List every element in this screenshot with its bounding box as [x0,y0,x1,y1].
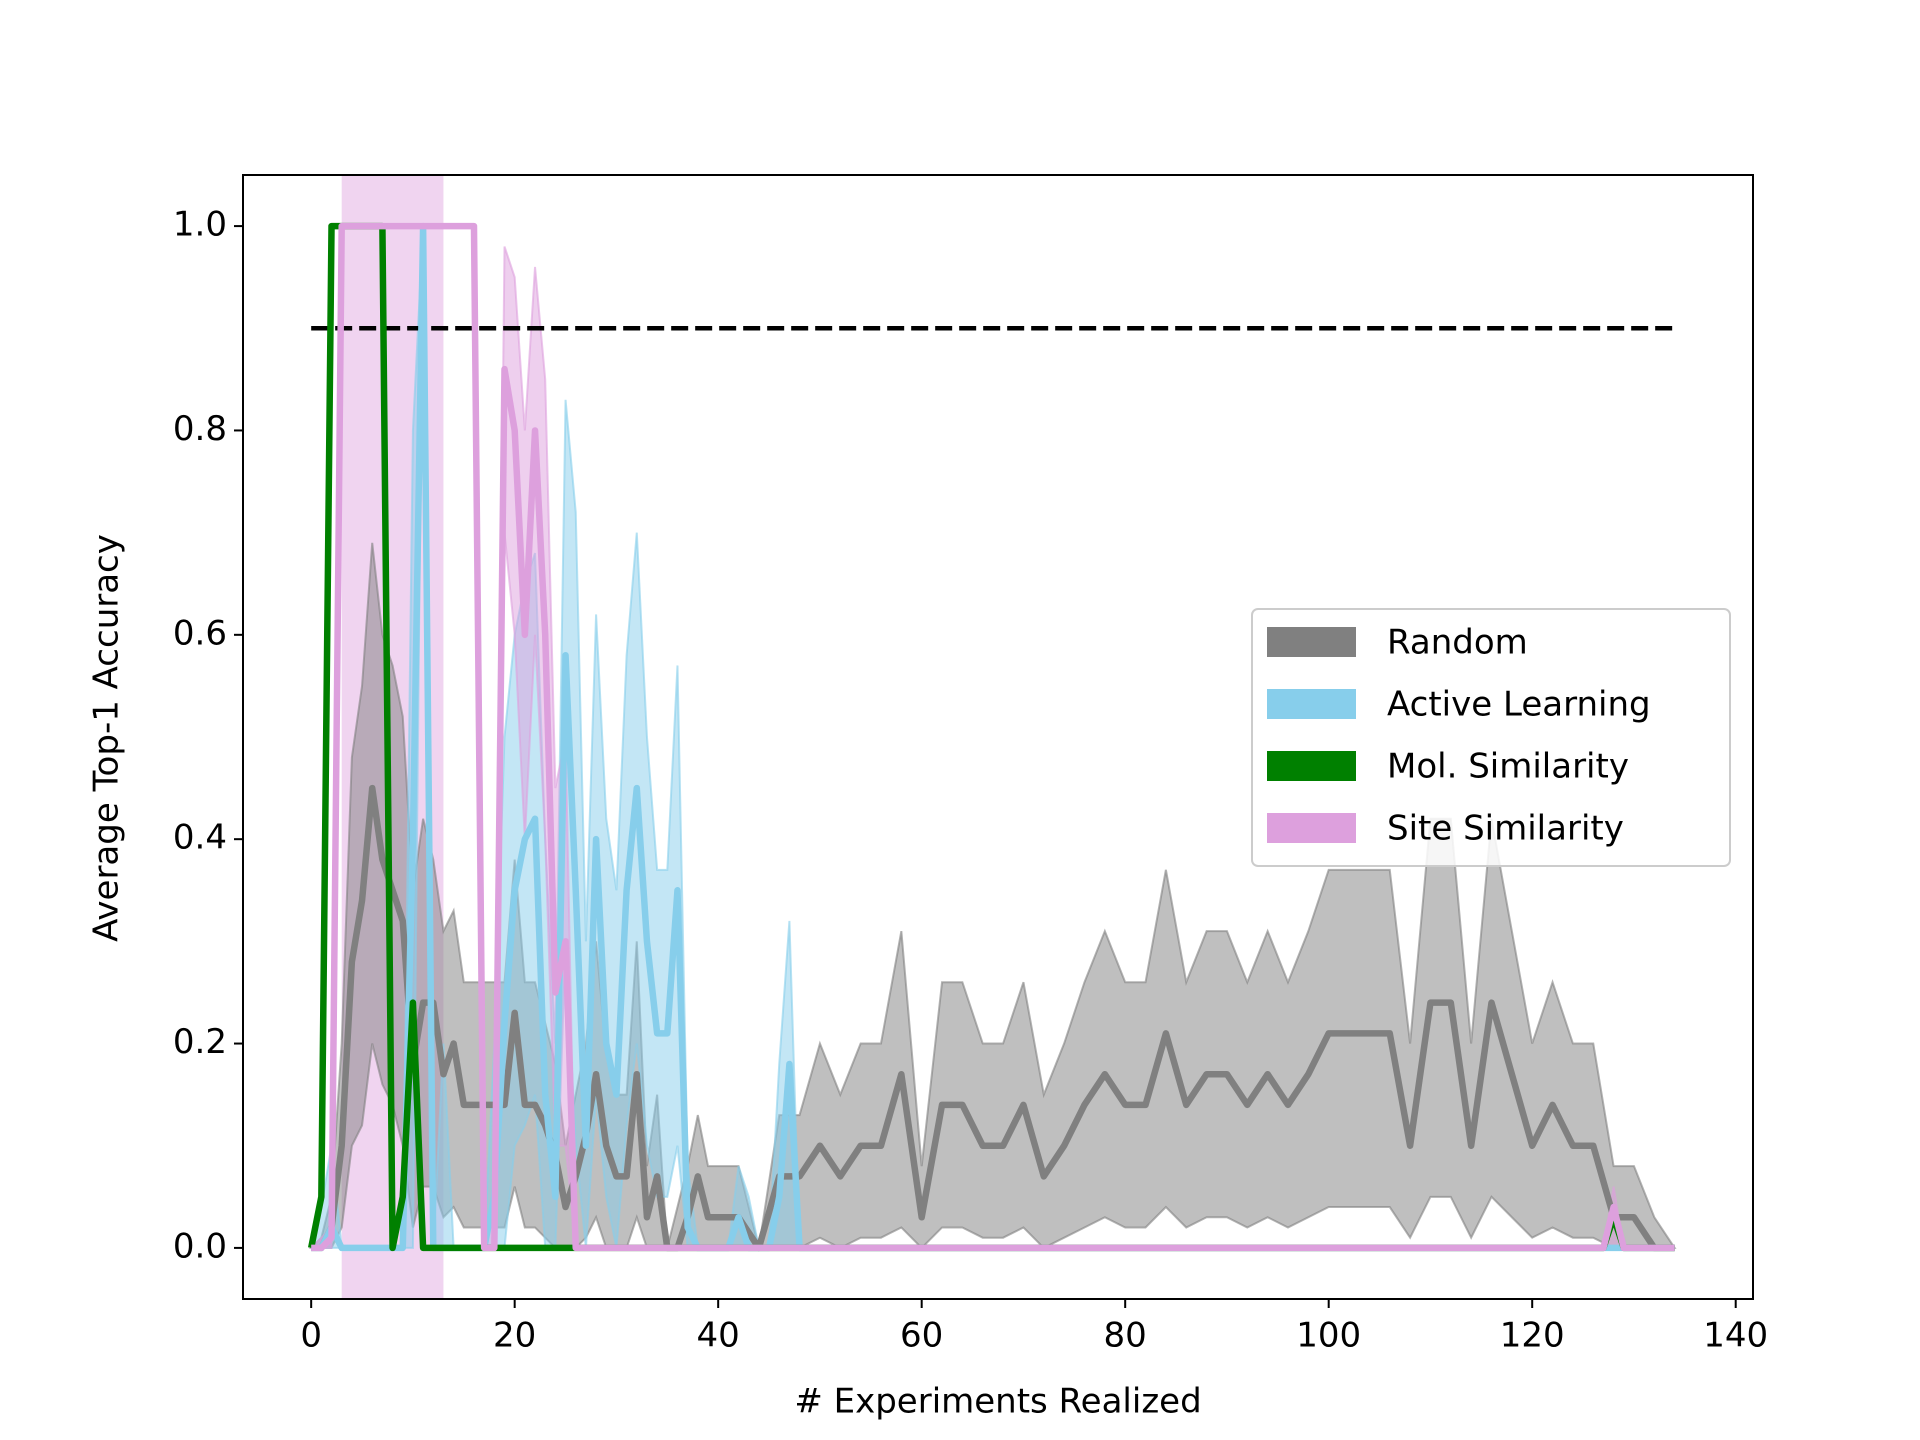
x-tick-label: 140 [1703,1316,1768,1356]
y-tick-label: 0.0 [173,1226,227,1266]
y-axis-label: Average Top-1 Accuracy [87,534,127,942]
y-tick-label: 0.2 [173,1022,227,1062]
legend-swatch [1267,751,1356,781]
legend-swatch [1267,689,1356,719]
y-tick-label: 0.8 [173,409,227,449]
y-tick-label: 0.6 [173,613,227,653]
series-line [311,222,1675,1252]
x-tick-label: 80 [1104,1316,1147,1356]
x-tick-label: 40 [697,1316,740,1356]
legend-swatch [1267,627,1356,657]
x-tick-label: 120 [1500,1316,1565,1356]
x-tick-label: 60 [900,1316,943,1356]
series-line [311,784,1675,1252]
plot-frame [242,174,1754,1300]
legend-box [1251,608,1731,867]
legend-label: Site Similarity [1387,809,1624,849]
x-tick-label: 0 [300,1316,322,1356]
x-tick-label: 100 [1296,1316,1361,1356]
y-tick-label: 1.0 [173,205,227,245]
legend-label: Mol. Similarity [1387,747,1629,787]
x-axis-label: # Experiments Realized [794,1382,1201,1422]
legend-label: Random [1387,623,1528,663]
x-tick-label: 20 [493,1316,536,1356]
legend-swatch [1267,813,1356,843]
y-tick-label: 0.4 [173,818,227,858]
legend-label: Active Learning [1387,685,1651,725]
